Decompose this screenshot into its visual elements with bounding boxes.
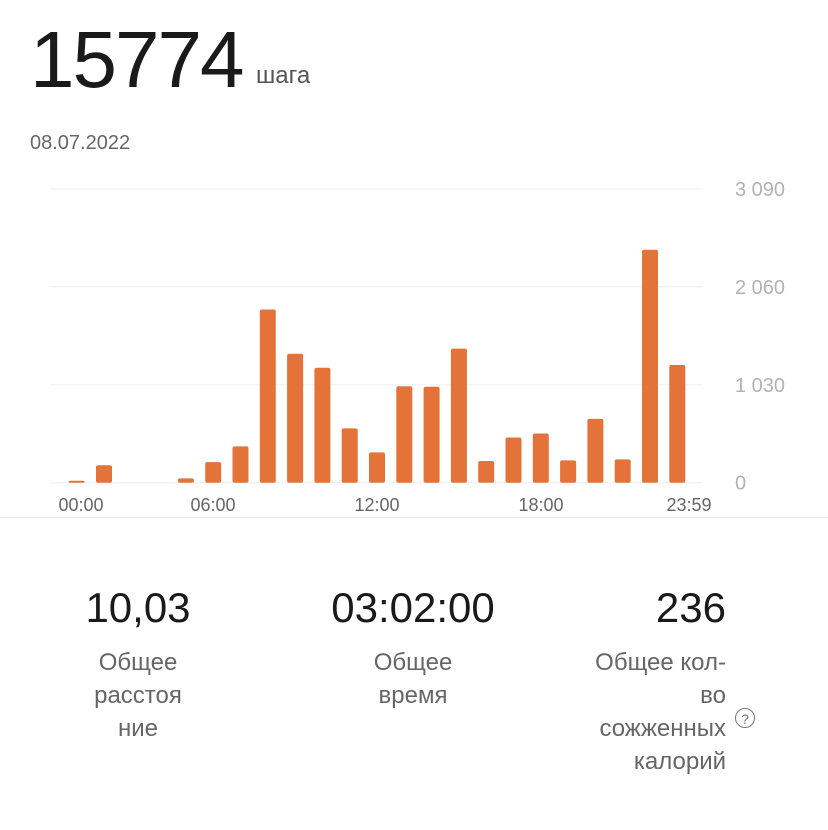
calories-label: Общее кол- во сожженных калорий (595, 649, 726, 775)
bar-hour-01 (96, 465, 112, 483)
total-steps: 15774 (30, 15, 244, 104)
date-label: 08.07.2022 (30, 132, 131, 154)
stat-time: 03:02:00 Общее время (313, 580, 513, 712)
bar-hour-15 (478, 461, 495, 483)
bar-hour-20 (614, 459, 631, 483)
y-tick-label: 3 090 (735, 179, 785, 201)
y-tick-label: 2 060 (735, 277, 785, 299)
bar-hour-05 (205, 462, 222, 483)
bar-hour-11 (369, 452, 385, 483)
bar-hour-13 (423, 386, 440, 483)
x-tick-label: 12:00 (354, 495, 399, 515)
x-tick-label: 23:59 (666, 495, 711, 515)
bar-hour-16 (505, 437, 522, 483)
x-tick-label: 06:00 (190, 495, 235, 515)
bar-hour-06 (232, 446, 249, 483)
stat-calories: 236 Общее кол- во сожженных калорий (530, 580, 726, 778)
distance-value: 10,03 (85, 584, 191, 631)
calories-value: 236 (655, 584, 726, 631)
bar-hour-21 (642, 249, 658, 483)
bar-hour-00 (68, 480, 85, 483)
x-tick-label: 18:00 (518, 495, 563, 515)
bar-hour-07 (259, 309, 276, 483)
divider (0, 517, 828, 518)
y-tick-label: 1 030 (735, 375, 785, 397)
bar-hour-18 (560, 460, 577, 483)
x-tick-label: 00:00 (58, 495, 103, 515)
bar-hour-10 (341, 428, 358, 483)
bar-hour-12 (396, 386, 413, 483)
help-icon[interactable]: ? (735, 708, 755, 728)
y-tick-label: 0 (735, 473, 746, 495)
time-value: 03:02:00 (331, 584, 495, 631)
bar-hour-22 (669, 365, 686, 483)
time-label: Общее время (373, 649, 453, 709)
bar-hour-19 (587, 418, 604, 483)
bar-hour-17 (532, 433, 549, 483)
bar-hour-14 (450, 348, 467, 483)
bar-hour-09 (314, 367, 331, 483)
stat-distance: 10,03 Общее расстоя ние (38, 580, 238, 745)
bar-hour-08 (287, 353, 304, 483)
distance-label: Общее расстоя ние (94, 649, 182, 742)
bar-hour-04 (177, 478, 194, 483)
steps-bar-chart: 3 090 2 060 1 030 0 00:00 06:00 12:00 18:00 23:5… (50, 179, 785, 515)
steps-unit: шага (256, 62, 311, 89)
